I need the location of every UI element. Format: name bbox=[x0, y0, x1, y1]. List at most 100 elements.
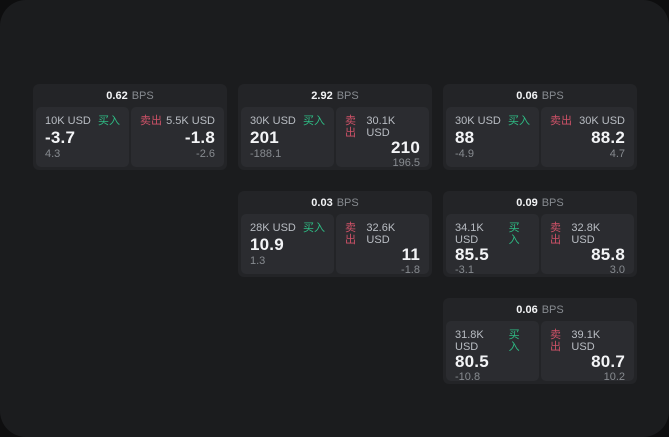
spread-bps-value: 0.06 bbox=[516, 89, 538, 102]
sell-panel-top: 卖出 5.5K USD bbox=[140, 115, 215, 127]
buy-label: 买入 bbox=[303, 115, 325, 127]
buy-amount: 30K USD bbox=[455, 115, 501, 127]
sell-panel-top: 卖出 32.8K USD bbox=[550, 222, 625, 246]
quote-panels: 30K USD 买入 88 -4.9 卖出 30K USD 88.2 4.7 bbox=[446, 107, 634, 167]
buy-delta: -10.8 bbox=[455, 371, 481, 384]
quote-card: 0.09 BPS 34.1K USD 买入 85.5 -3.1 卖出 32.8K… bbox=[443, 191, 637, 277]
sell-price: 85.8 bbox=[591, 245, 625, 265]
sell-label: 卖出 bbox=[140, 115, 162, 127]
quote-card: 0.06 BPS 30K USD 买入 88 -4.9 卖出 30K USD 8… bbox=[443, 84, 637, 170]
buy-price: 85.5 bbox=[455, 245, 489, 265]
buy-panel-top: 34.1K USD 买入 bbox=[455, 222, 530, 246]
sell-delta: 3.0 bbox=[609, 264, 625, 277]
sell-panel-top: 卖出 32.6K USD bbox=[345, 222, 420, 246]
buy-price: 88 bbox=[455, 127, 475, 147]
buy-panel-top: 28K USD 买入 bbox=[250, 222, 325, 234]
sell-panel-top: 卖出 39.1K USD bbox=[550, 329, 625, 353]
buy-delta: -188.1 bbox=[250, 147, 282, 160]
buy-delta: 1.3 bbox=[250, 254, 266, 267]
buy-panel[interactable]: 31.8K USD 买入 80.5 -10.8 bbox=[446, 321, 539, 384]
quote-card: 0.03 BPS 28K USD 买入 10.9 1.3 卖出 32.6K US… bbox=[238, 191, 432, 277]
sell-delta: -1.8 bbox=[401, 264, 420, 277]
sell-label: 卖出 bbox=[345, 222, 356, 247]
sell-amount: 32.6K USD bbox=[366, 222, 396, 247]
buy-label: 买入 bbox=[98, 115, 120, 127]
buy-amount: 28K USD bbox=[250, 222, 296, 234]
sell-amount: 30.1K USD bbox=[366, 115, 396, 140]
buy-price: 201 bbox=[250, 127, 279, 147]
card-header: 0.06 BPS bbox=[446, 84, 634, 107]
sell-label: 卖出 bbox=[550, 329, 561, 354]
sell-delta: 196.5 bbox=[392, 157, 420, 170]
sell-price: -1.8 bbox=[184, 127, 215, 147]
sell-amount: 5.5K USD bbox=[166, 115, 215, 127]
quote-panels: 31.8K USD 买入 80.5 -10.8 卖出 39.1K USD 80.… bbox=[446, 321, 634, 384]
sell-price: 210 bbox=[391, 138, 420, 158]
sell-delta: 10.2 bbox=[603, 371, 625, 384]
spread-bps-unit: BPS bbox=[541, 89, 564, 102]
quote-card: 2.92 BPS 30K USD 买入 201 -188.1 卖出 30.1K … bbox=[238, 84, 432, 170]
spread-bps-unit: BPS bbox=[336, 196, 359, 209]
spread-bps-unit: BPS bbox=[541, 303, 564, 316]
card-header: 0.62 BPS bbox=[36, 84, 224, 107]
sell-panel[interactable]: 卖出 30K USD 88.2 4.7 bbox=[541, 107, 634, 167]
buy-label: 买入 bbox=[508, 115, 530, 127]
buy-panel-top: 31.8K USD 买入 bbox=[455, 329, 530, 353]
spread-bps-value: 0.03 bbox=[311, 196, 333, 209]
sell-panel[interactable]: 卖出 30.1K USD 210 196.5 bbox=[336, 107, 429, 170]
sell-amount: 30K USD bbox=[579, 115, 625, 127]
buy-label: 买入 bbox=[508, 329, 520, 354]
buy-delta: -3.1 bbox=[455, 264, 474, 277]
quote-panels: 10K USD 买入 -3.7 4.3 卖出 5.5K USD -1.8 -2.… bbox=[36, 107, 224, 167]
buy-panel[interactable]: 28K USD 买入 10.9 1.3 bbox=[241, 214, 334, 274]
buy-delta: -4.9 bbox=[455, 147, 474, 160]
buy-price: 80.5 bbox=[455, 352, 489, 372]
card-header: 2.92 BPS bbox=[241, 84, 429, 107]
quote-card: 0.06 BPS 31.8K USD 买入 80.5 -10.8 卖出 39.1… bbox=[443, 298, 637, 384]
sell-delta: -2.6 bbox=[196, 147, 215, 160]
sell-panel[interactable]: 卖出 32.6K USD 11 -1.8 bbox=[336, 214, 429, 277]
buy-panel-top: 30K USD 买入 bbox=[250, 115, 325, 127]
spread-bps-unit: BPS bbox=[131, 89, 154, 102]
spread-bps-value: 0.09 bbox=[516, 196, 538, 209]
spread-bps-unit: BPS bbox=[336, 89, 359, 102]
quote-card: 0.62 BPS 10K USD 买入 -3.7 4.3 卖出 5.5K USD… bbox=[33, 84, 227, 170]
spread-bps-unit: BPS bbox=[541, 196, 564, 209]
sell-panel[interactable]: 卖出 5.5K USD -1.8 -2.6 bbox=[131, 107, 224, 167]
card-header: 0.03 BPS bbox=[241, 191, 429, 214]
sell-delta: 4.7 bbox=[609, 147, 625, 160]
sell-price: 88.2 bbox=[591, 127, 625, 147]
buy-panel-top: 10K USD 买入 bbox=[45, 115, 120, 127]
buy-price: 10.9 bbox=[250, 234, 284, 254]
buy-label: 买入 bbox=[303, 222, 325, 234]
sell-amount: 32.8K USD bbox=[571, 222, 601, 247]
sell-panel[interactable]: 卖出 32.8K USD 85.8 3.0 bbox=[541, 214, 634, 277]
sell-label: 卖出 bbox=[550, 115, 572, 127]
buy-panel[interactable]: 30K USD 买入 88 -4.9 bbox=[446, 107, 539, 167]
spread-bps-value: 0.06 bbox=[516, 303, 538, 316]
card-header: 0.06 BPS bbox=[446, 298, 634, 321]
buy-amount: 30K USD bbox=[250, 115, 296, 127]
sell-price: 80.7 bbox=[591, 352, 625, 372]
sell-amount: 39.1K USD bbox=[571, 329, 601, 354]
buy-panel-top: 30K USD 买入 bbox=[455, 115, 530, 127]
quote-panels: 34.1K USD 买入 85.5 -3.1 卖出 32.8K USD 85.8… bbox=[446, 214, 634, 277]
sell-panel-top: 卖出 30.1K USD bbox=[345, 115, 420, 139]
sell-panel-top: 卖出 30K USD bbox=[550, 115, 625, 127]
quote-panels: 30K USD 买入 201 -188.1 卖出 30.1K USD 210 1… bbox=[241, 107, 429, 170]
card-header: 0.09 BPS bbox=[446, 191, 634, 214]
buy-panel[interactable]: 30K USD 买入 201 -188.1 bbox=[241, 107, 334, 167]
quote-cards-grid: 0.62 BPS 10K USD 买入 -3.7 4.3 卖出 5.5K USD… bbox=[33, 84, 637, 384]
sell-price: 11 bbox=[401, 245, 420, 265]
sell-panel[interactable]: 卖出 39.1K USD 80.7 10.2 bbox=[541, 321, 634, 384]
quote-panels: 28K USD 买入 10.9 1.3 卖出 32.6K USD 11 -1.8 bbox=[241, 214, 429, 277]
buy-price: -3.7 bbox=[45, 127, 76, 147]
buy-delta: 4.3 bbox=[45, 147, 61, 160]
buy-amount: 34.1K USD bbox=[455, 222, 484, 247]
sell-label: 卖出 bbox=[550, 222, 561, 247]
buy-panel[interactable]: 34.1K USD 买入 85.5 -3.1 bbox=[446, 214, 539, 277]
buy-amount: 10K USD bbox=[45, 115, 91, 127]
sell-label: 卖出 bbox=[345, 115, 356, 140]
buy-panel[interactable]: 10K USD 买入 -3.7 4.3 bbox=[36, 107, 129, 167]
